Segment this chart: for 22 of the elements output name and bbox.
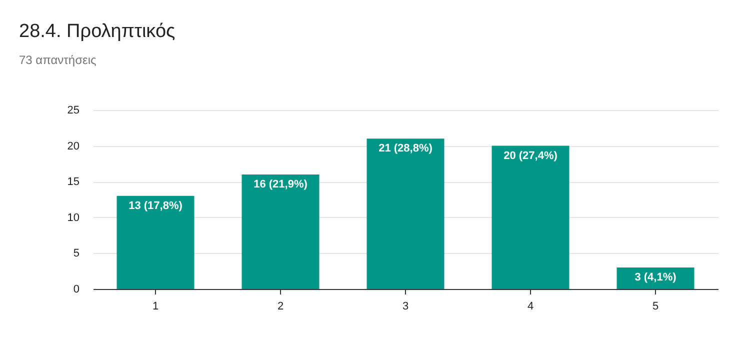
bar <box>116 196 194 289</box>
x-tick-label: 1 <box>152 300 159 312</box>
y-tick-label: 20 <box>67 140 80 152</box>
y-tick-label: 15 <box>67 176 80 188</box>
y-tick-label: 5 <box>73 248 80 260</box>
x-tick-label: 5 <box>652 300 659 312</box>
x-tick-label: 2 <box>277 300 284 312</box>
data-label: 20 (27,4%) <box>504 150 558 162</box>
bar <box>366 138 444 289</box>
y-tick-label: 0 <box>73 284 80 296</box>
bar <box>492 146 570 289</box>
y-tick-label: 10 <box>67 212 80 224</box>
data-label: 21 (28,8%) <box>378 142 433 155</box>
x-tick-label: 3 <box>402 300 409 312</box>
y-tick-label: 25 <box>67 104 80 116</box>
chart-subtitle: 73 απαντήσεις <box>19 53 96 67</box>
bar <box>242 174 320 289</box>
chart-title: 28.4. Προληπτικός <box>19 21 176 42</box>
x-tick-label: 4 <box>527 300 534 312</box>
data-label: 16 (21,9%) <box>254 178 308 190</box>
data-label: 13 (17,8%) <box>128 200 183 212</box>
data-label: 3 (4,1%) <box>634 272 677 284</box>
